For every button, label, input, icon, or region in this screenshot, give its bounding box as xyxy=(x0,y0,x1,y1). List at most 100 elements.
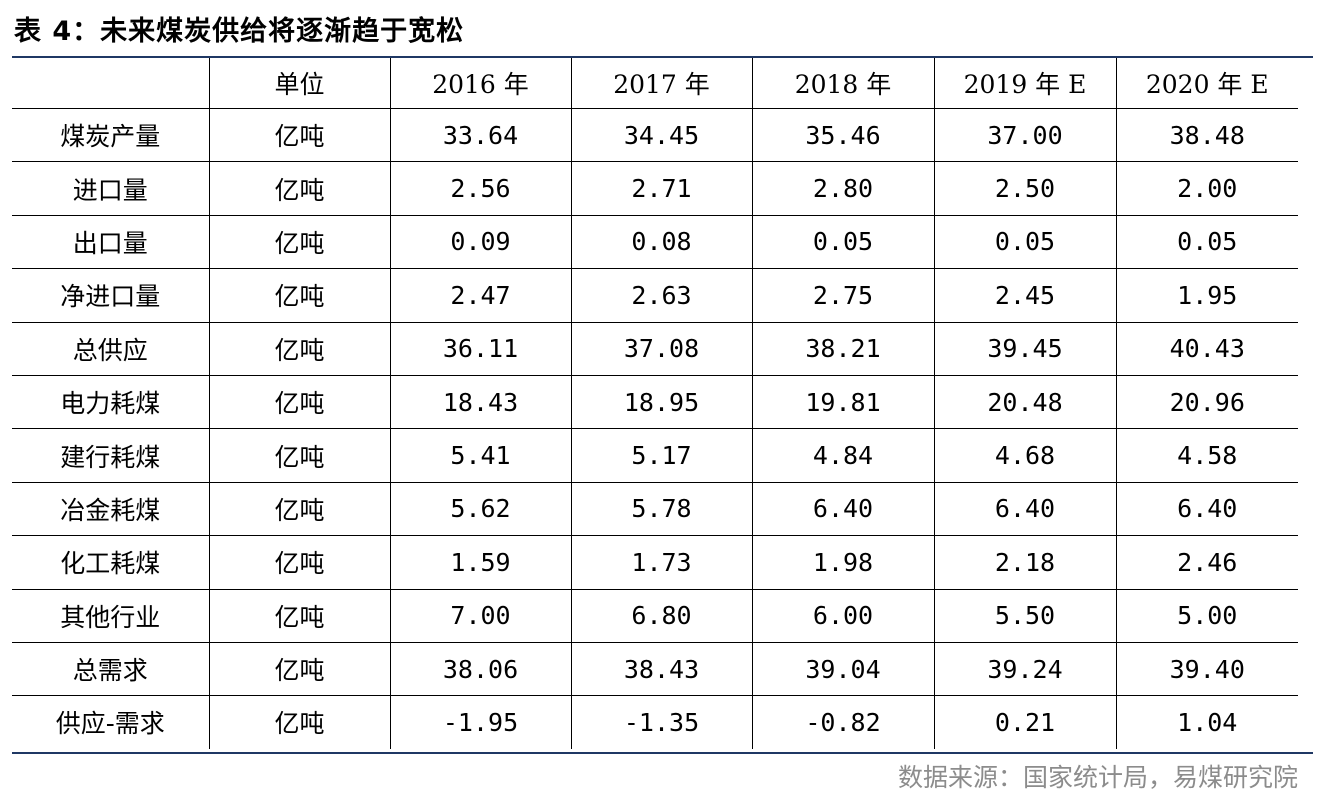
row-label: 总需求 xyxy=(12,642,209,697)
row-label: 建行耗煤 xyxy=(12,428,209,483)
title-rule xyxy=(12,56,1313,58)
value-cell: 38.43 xyxy=(570,642,752,697)
row-label: 化工耗煤 xyxy=(12,535,209,590)
header-row: 单位 2016 年 2017 年 2018 年 2019 年 E 2020 年 E xyxy=(12,58,1298,109)
table-row: 冶金耗煤 亿吨 5.62 5.78 6.40 6.40 6.40 xyxy=(12,482,1298,537)
value-cell: 0.05 xyxy=(751,215,934,270)
unit-cell: 亿吨 xyxy=(208,108,390,163)
table-title: 表 4：未来煤炭供给将逐渐趋于宽松 xyxy=(14,16,465,47)
value-cell: 19.81 xyxy=(751,375,934,430)
value-cell: 5.62 xyxy=(389,482,571,537)
value-cell: 1.73 xyxy=(570,535,752,590)
unit-cell: 亿吨 xyxy=(208,642,390,697)
value-cell: 37.00 xyxy=(933,108,1116,163)
value-cell: 6.40 xyxy=(751,482,934,537)
table-row: 煤炭产量 亿吨 33.64 34.45 35.46 37.00 38.48 xyxy=(12,108,1298,163)
row-label: 其他行业 xyxy=(12,589,209,643)
table-row: 供应-需求 亿吨 -1.95 -1.35 -0.82 0.21 1.04 xyxy=(12,695,1298,749)
value-cell: 2.45 xyxy=(933,268,1116,323)
value-cell: 36.11 xyxy=(389,322,571,376)
value-cell: 2.46 xyxy=(1115,535,1298,590)
unit-cell: 亿吨 xyxy=(208,482,390,537)
value-cell: 6.00 xyxy=(751,589,934,643)
table-row: 建行耗煤 亿吨 5.41 5.17 4.84 4.68 4.58 xyxy=(12,428,1298,483)
value-cell: 20.96 xyxy=(1115,375,1298,430)
value-cell: 4.58 xyxy=(1115,428,1298,483)
value-cell: 7.00 xyxy=(389,589,571,643)
header-year-cell: 2019 年 E xyxy=(933,58,1116,109)
row-label: 煤炭产量 xyxy=(12,108,209,163)
value-cell: 5.41 xyxy=(389,428,571,483)
value-cell: 33.64 xyxy=(389,108,571,163)
value-cell: -1.95 xyxy=(389,695,571,749)
header-unit-cell: 单位 xyxy=(208,58,390,109)
value-cell: 5.17 xyxy=(570,428,752,483)
value-cell: 2.71 xyxy=(570,161,752,216)
unit-cell: 亿吨 xyxy=(208,268,390,323)
value-cell: 37.08 xyxy=(570,322,752,376)
value-cell: 18.95 xyxy=(570,375,752,430)
value-cell: 1.59 xyxy=(389,535,571,590)
value-cell: 6.80 xyxy=(570,589,752,643)
table-row: 化工耗煤 亿吨 1.59 1.73 1.98 2.18 2.46 xyxy=(12,535,1298,590)
value-cell: 2.63 xyxy=(570,268,752,323)
value-cell: 1.04 xyxy=(1115,695,1298,749)
value-cell: 18.43 xyxy=(389,375,571,430)
table-row: 总供应 亿吨 36.11 37.08 38.21 39.45 40.43 xyxy=(12,322,1298,376)
value-cell: 6.40 xyxy=(933,482,1116,537)
table-row: 其他行业 亿吨 7.00 6.80 6.00 5.50 5.00 xyxy=(12,589,1298,643)
value-cell: 39.40 xyxy=(1115,642,1298,697)
value-cell: 20.48 xyxy=(933,375,1116,430)
value-cell: 2.80 xyxy=(751,161,934,216)
unit-cell: 亿吨 xyxy=(208,375,390,430)
value-cell: 5.50 xyxy=(933,589,1116,643)
value-cell: 4.84 xyxy=(751,428,934,483)
header-year-cell: 2016 年 xyxy=(389,58,571,109)
header-year-cell: 2017 年 xyxy=(570,58,752,109)
row-label: 进口量 xyxy=(12,161,209,216)
unit-cell: 亿吨 xyxy=(208,589,390,643)
value-cell: 0.05 xyxy=(1115,215,1298,270)
unit-cell: 亿吨 xyxy=(208,322,390,376)
row-label: 供应-需求 xyxy=(55,709,165,739)
value-cell: 39.45 xyxy=(933,322,1116,376)
value-cell: 0.09 xyxy=(389,215,571,270)
table-row: 净进口量 亿吨 2.47 2.63 2.75 2.45 1.95 xyxy=(12,268,1298,323)
value-cell: 1.95 xyxy=(1115,268,1298,323)
value-cell: 4.68 xyxy=(933,428,1116,483)
value-cell: 35.46 xyxy=(751,108,934,163)
row-label: 冶金耗煤 xyxy=(12,482,209,537)
value-cell: 2.50 xyxy=(933,161,1116,216)
value-cell: 0.08 xyxy=(570,215,752,270)
row-label: 总供应 xyxy=(12,322,209,376)
value-cell: 0.21 xyxy=(933,695,1116,749)
header-empty-cell xyxy=(12,58,209,109)
table-row: 电力耗煤 亿吨 18.43 18.95 19.81 20.48 20.96 xyxy=(12,375,1298,430)
value-cell: 0.05 xyxy=(933,215,1116,270)
row-label: 电力耗煤 xyxy=(12,375,209,430)
value-cell: 2.00 xyxy=(1115,161,1298,216)
value-cell: 5.78 xyxy=(570,482,752,537)
coal-supply-demand-table: 单位 2016 年 2017 年 2018 年 2019 年 E 2020 年 E 煤炭产量… xyxy=(12,58,1298,749)
unit-cell: 亿吨 xyxy=(208,535,390,590)
header-year-cell: 2018 年 xyxy=(751,58,934,109)
source-note: 数据来源：国家统计局，易煤研究院 xyxy=(897,763,1298,792)
value-cell: 1.98 xyxy=(751,535,934,590)
value-cell: 40.43 xyxy=(1115,322,1298,376)
value-cell: 2.75 xyxy=(751,268,934,323)
value-cell: 2.56 xyxy=(389,161,571,216)
table-row: 总需求 亿吨 38.06 38.43 39.04 39.24 39.40 xyxy=(12,642,1298,697)
row-label: 出口量 xyxy=(12,215,209,270)
value-cell: -0.82 xyxy=(751,695,934,749)
value-cell: 38.48 xyxy=(1115,108,1298,163)
table-row: 进口量 亿吨 2.56 2.71 2.80 2.50 2.00 xyxy=(12,161,1298,216)
unit-cell: 亿吨 xyxy=(208,428,390,483)
value-cell: 38.21 xyxy=(751,322,934,376)
row-label: 净进口量 xyxy=(12,268,209,323)
unit-cell: 亿吨 xyxy=(208,695,390,749)
header-year-cell: 2020 年 E xyxy=(1115,58,1298,109)
value-cell: 39.24 xyxy=(933,642,1116,697)
value-cell: -1.35 xyxy=(570,695,752,749)
value-cell: 2.18 xyxy=(933,535,1116,590)
value-cell: 34.45 xyxy=(570,108,752,163)
